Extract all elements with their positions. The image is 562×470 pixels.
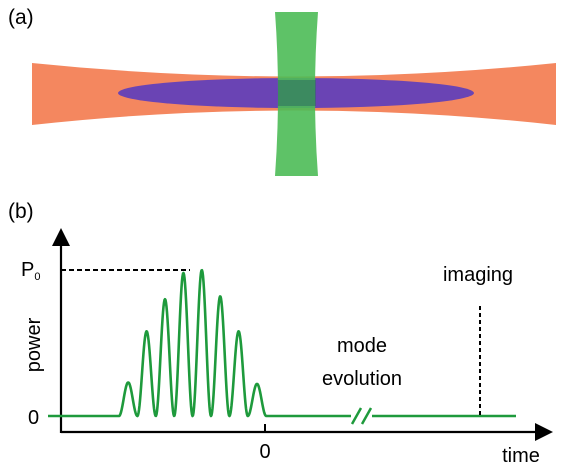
y-axis-arrow [52, 228, 70, 246]
y-tick-zero: 0 [28, 407, 39, 429]
x-axis-label: time [502, 445, 540, 467]
y-tick-p0: P0 [21, 259, 40, 283]
break-mark-1 [350, 407, 363, 425]
mode-label-line2: evolution [322, 368, 402, 390]
beam-diagram [32, 12, 556, 176]
panel-b-label: (b) [8, 200, 34, 223]
panel-a-label: (a) [8, 6, 34, 29]
axes [52, 228, 553, 441]
p0-subscript: 0 [34, 271, 40, 283]
y-axis-label: power [23, 317, 45, 372]
mode-label-line1: mode [337, 335, 387, 357]
p0-letter: P [21, 259, 34, 281]
break-mark-2 [360, 407, 373, 425]
axis-break [350, 407, 373, 425]
x-axis-arrow [535, 423, 553, 441]
signal-trace [61, 268, 351, 418]
x-tick-zero-label: 0 [259, 441, 270, 463]
imaging-label: imaging [443, 264, 513, 286]
overlap-region [278, 80, 316, 106]
